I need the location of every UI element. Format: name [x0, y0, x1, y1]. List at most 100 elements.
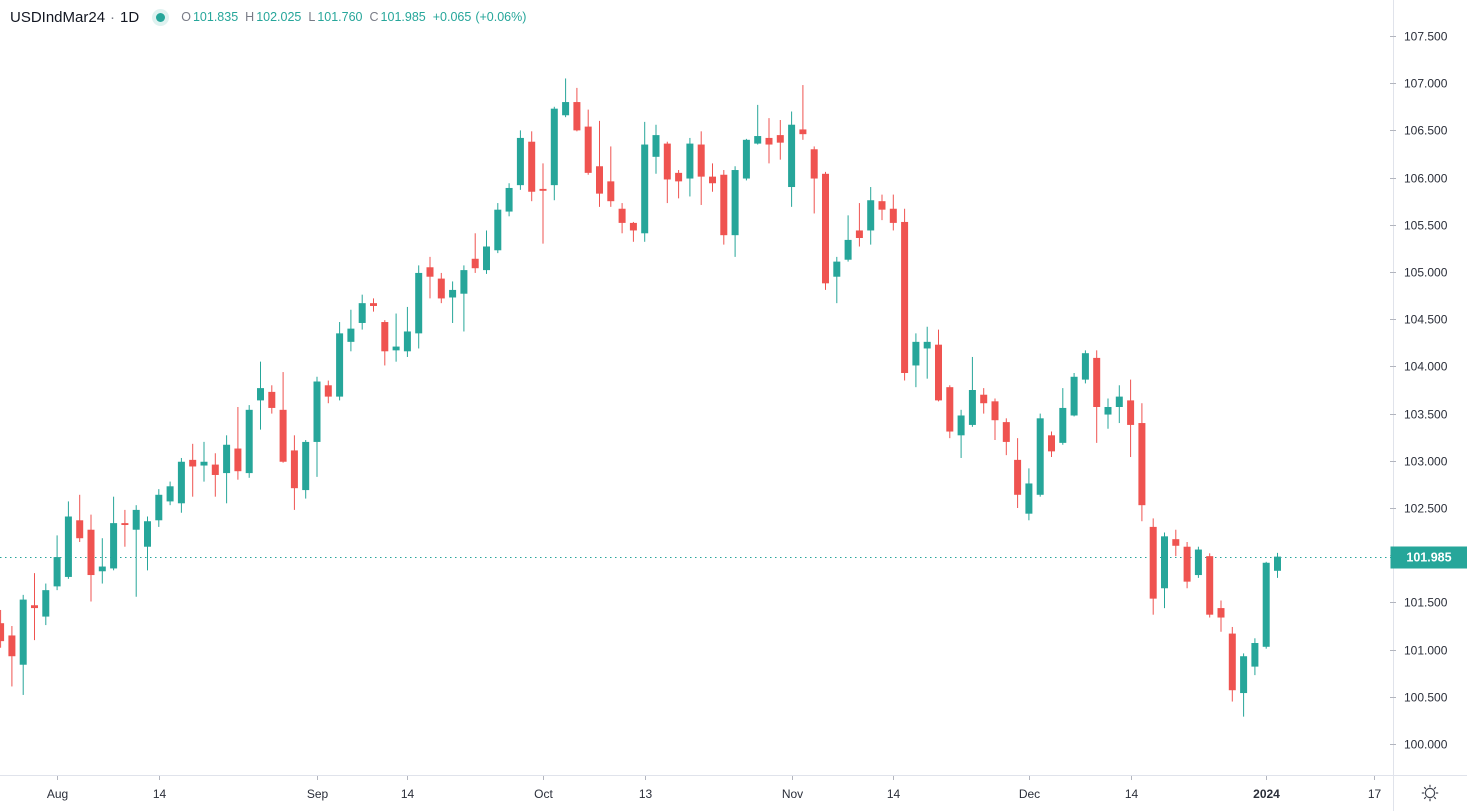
candle-body-up — [144, 521, 151, 547]
candle-body-up — [912, 341, 920, 366]
candle-body-up — [132, 509, 140, 530]
candle-body-up — [1161, 536, 1168, 589]
candle-body-down — [799, 129, 807, 135]
candle-body-down — [675, 172, 683, 182]
candlestick-series — [0, 78, 1281, 717]
candle-body-down — [1014, 459, 1022, 495]
price-tick-label: 100.500 — [1404, 691, 1448, 705]
candle-body-up — [1262, 562, 1270, 647]
candle-body-down — [584, 126, 592, 173]
candle-body-up — [1059, 407, 1067, 443]
candle-body-down — [528, 141, 536, 192]
candle-body-up — [516, 137, 524, 186]
price-tick-label: 103.000 — [1404, 455, 1448, 469]
candle-body-down — [991, 401, 999, 421]
candle-body-down — [1138, 423, 1146, 506]
candle-body-down — [1093, 357, 1101, 407]
candle-body-up — [652, 135, 660, 157]
candle-body-up — [483, 246, 490, 271]
candle-body-up — [1115, 396, 1123, 407]
time-tick-label: Oct — [534, 787, 553, 801]
candle-body-up — [562, 102, 570, 116]
candle-body-up — [505, 187, 513, 212]
candle-body-down — [720, 174, 728, 236]
candle-body-down — [573, 102, 581, 131]
candle-body-down — [211, 464, 219, 475]
candle-body-up — [844, 239, 852, 260]
candle-body-up — [1081, 353, 1089, 380]
candle-body-up — [1240, 656, 1248, 694]
candle-body-up — [403, 331, 411, 352]
candle-body-up — [98, 566, 106, 572]
candle-body-down — [370, 303, 377, 306]
candle-body-down — [901, 221, 909, 374]
price-axis[interactable]: 107.500 107.000 106.500 106.000 105.500 105.0… — [1390, 30, 1448, 752]
last-price-tag-label: 101.985 — [1406, 551, 1451, 565]
time-tick-label: 13 — [639, 787, 653, 801]
candle-body-up — [42, 590, 50, 617]
candle-body-down — [1183, 546, 1191, 582]
candle-body-down — [279, 409, 287, 462]
gear-icon-tooth — [1423, 786, 1427, 790]
candle-body-down — [855, 230, 863, 239]
candle-body-up — [64, 516, 72, 577]
change-readout: +0.065 (+0.06%) — [433, 10, 531, 24]
candle-body-down — [1228, 633, 1236, 691]
gear-icon-tooth — [1433, 786, 1437, 790]
candle-body-up — [166, 486, 174, 502]
candle-body-down — [629, 222, 637, 231]
candle-body-up — [460, 270, 468, 294]
candle-body-down — [709, 176, 716, 184]
symbol-name[interactable]: USDIndMar24 — [10, 8, 106, 26]
candle-body-down — [980, 394, 988, 404]
candle-body-down — [618, 208, 626, 223]
candle-body-down — [946, 387, 954, 432]
candle-body-up — [754, 136, 762, 144]
candle-body-down — [381, 322, 389, 352]
time-tick-label: 14 — [153, 787, 167, 801]
candle-body-up — [53, 557, 61, 587]
candle-body-down — [596, 166, 603, 194]
gear-icon[interactable] — [1421, 784, 1439, 802]
last-price-tag: 101.985 — [1390, 546, 1467, 569]
last-price-tag-bg — [1390, 546, 1467, 569]
time-tick-label: 14 — [401, 787, 415, 801]
time-axis[interactable]: Aug 14 Sep 14 Oct 13 Nov 14 Dec 14 2024 17 — [47, 776, 1382, 801]
candle-body-up — [245, 409, 253, 474]
candle-body-up — [1036, 418, 1044, 495]
candle-body-down — [1172, 539, 1180, 546]
price-tick-label: 105.500 — [1404, 219, 1448, 233]
change-percent: (+0.06%) — [475, 10, 527, 24]
candle-body-up — [223, 444, 231, 474]
price-tick-label: 102.500 — [1404, 502, 1448, 516]
ohlc-close: C 101.985 — [369, 10, 426, 24]
candle-body-down — [1127, 400, 1135, 425]
candle-body-down — [776, 135, 784, 143]
candle-body-up — [923, 341, 931, 349]
gear-icon-circle — [1424, 787, 1436, 799]
time-tick-label: Sep — [307, 787, 329, 801]
candle-body-down — [697, 144, 705, 177]
candle-body-down — [0, 623, 5, 642]
candle-body-down — [935, 344, 942, 401]
candle-body-up — [686, 143, 694, 179]
price-tick-label: 104.500 — [1404, 313, 1448, 327]
candle-body-down — [437, 278, 445, 299]
candle-body-up — [392, 346, 400, 351]
candle-body-up — [110, 523, 118, 569]
gear-icon-tooth — [1423, 796, 1427, 800]
price-tick-label: 107.000 — [1404, 77, 1448, 91]
interval-label[interactable]: 1D — [120, 8, 140, 26]
candle-body-down — [76, 520, 84, 539]
candle-body-down — [1206, 556, 1214, 615]
time-tick-label: 17 — [1368, 787, 1382, 801]
candle-body-down — [1002, 422, 1010, 442]
candle-body-down — [31, 605, 38, 609]
candle-body-up — [347, 328, 355, 342]
candle-body-down — [471, 258, 479, 269]
price-tick-label: 100.000 — [1404, 738, 1448, 752]
ohlc-open: O 101.835 — [181, 10, 239, 24]
symbol-interval-separator: · — [110, 8, 116, 26]
